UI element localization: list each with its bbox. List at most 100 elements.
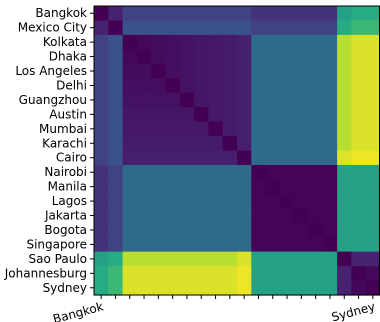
- heatmap-cell: [108, 280, 124, 296]
- heatmap-cell: [365, 251, 380, 267]
- heatmap-cell: [108, 150, 124, 166]
- heatmap-cell: [322, 251, 338, 267]
- heatmap-cell: [108, 107, 124, 123]
- heatmap-cell: [308, 92, 324, 108]
- heatmap-cell: [337, 121, 352, 137]
- heatmap-cell: [122, 107, 138, 123]
- heatmap-cell: [208, 92, 224, 108]
- heatmap-cell: [322, 237, 338, 253]
- heatmap-cell: [194, 92, 209, 108]
- heatmap-cell: [251, 280, 267, 296]
- heatmap-cell: [237, 208, 252, 224]
- heatmap-cell: [279, 63, 295, 79]
- heatmap-cell: [194, 179, 209, 195]
- heatmap-cell: [365, 136, 380, 152]
- heatmap-cell: [108, 6, 124, 22]
- heatmap-cell: [279, 121, 295, 137]
- heatmap-cell: [294, 20, 310, 36]
- heatmap-cell: [108, 179, 124, 195]
- heatmap-cell: [265, 237, 281, 253]
- heatmap-cell: [165, 78, 181, 94]
- heatmap-cell: [337, 136, 352, 152]
- heatmap-cell: [337, 208, 352, 224]
- heatmap-cell: [365, 150, 380, 166]
- heatmap-cell: [165, 34, 181, 50]
- heatmap-cell: [265, 136, 281, 152]
- heatmap-cell: [351, 164, 367, 180]
- heatmap-cell: [308, 136, 324, 152]
- heatmap-cell: [351, 136, 367, 152]
- heatmap-cell: [308, 193, 324, 209]
- heatmap-cell: [322, 20, 338, 36]
- heatmap-cell: [108, 63, 124, 79]
- heatmap-cell: [208, 208, 224, 224]
- heatmap-cell: [351, 266, 367, 282]
- heatmap-cell: [222, 107, 238, 123]
- heatmap-cell: [351, 6, 367, 22]
- y-tick-label: Bogota: [44, 223, 87, 237]
- y-tick-label: Sao Paulo: [29, 252, 87, 266]
- heatmap-cell: [179, 179, 195, 195]
- heatmap-cell: [365, 266, 380, 282]
- heatmap-cell: [94, 280, 109, 296]
- heatmap-cell: [122, 266, 138, 282]
- heatmap-cell: [108, 164, 124, 180]
- heatmap-cell: [179, 208, 195, 224]
- heatmap-cell: [208, 222, 224, 238]
- y-tick-label: Karachi: [42, 136, 87, 150]
- heatmap-cell: [136, 121, 152, 137]
- heatmap-cell: [251, 179, 267, 195]
- heatmap-cell: [151, 20, 167, 36]
- heatmap-cell: [222, 20, 238, 36]
- heatmap-cell: [151, 136, 167, 152]
- heatmap-cell: [108, 78, 124, 94]
- heatmap-cell: [237, 92, 252, 108]
- heatmap-cell: [179, 49, 195, 65]
- heatmap-cell: [151, 6, 167, 22]
- heatmap-cell: [165, 164, 181, 180]
- heatmap-cell: [365, 92, 380, 108]
- heatmap-cell: [251, 237, 267, 253]
- y-tick-label: Mexico City: [18, 21, 87, 35]
- heatmap-cell: [265, 150, 281, 166]
- heatmap-cell: [322, 280, 338, 296]
- heatmap-cell: [208, 179, 224, 195]
- heatmap-cell: [337, 20, 352, 36]
- heatmap-cell: [351, 63, 367, 79]
- heatmap-cell: [179, 280, 195, 296]
- heatmap-cell: [94, 150, 109, 166]
- heatmap-cell: [108, 208, 124, 224]
- heatmap-cell: [237, 20, 252, 36]
- heatmap-cell: [151, 78, 167, 94]
- heatmap-cell: [222, 49, 238, 65]
- heatmap-cell: [122, 222, 138, 238]
- heatmap-cell: [208, 193, 224, 209]
- heatmap-cell: [222, 63, 238, 79]
- heatmap-cell: [265, 20, 281, 36]
- heatmap-cell: [165, 150, 181, 166]
- heatmap-cell: [165, 179, 181, 195]
- heatmap-cell: [122, 121, 138, 137]
- heatmap-cell: [222, 237, 238, 253]
- heatmap-cell: [179, 63, 195, 79]
- heatmap-cell: [179, 237, 195, 253]
- heatmap-cell: [322, 34, 338, 50]
- heatmap-cell: [265, 164, 281, 180]
- heatmap-cell: [136, 222, 152, 238]
- heatmap-cell: [322, 179, 338, 195]
- heatmap-cell: [365, 20, 380, 36]
- heatmap-cell: [151, 193, 167, 209]
- heatmap-cell: [194, 121, 209, 137]
- heatmap-cell: [165, 280, 181, 296]
- heatmap-cell: [365, 49, 380, 65]
- y-tick-label: Jakarta: [44, 209, 87, 223]
- heatmap-cell: [237, 107, 252, 123]
- heatmap-cell: [151, 237, 167, 253]
- y-tick-label: Austin: [49, 107, 87, 121]
- heatmap-cell: [208, 237, 224, 253]
- heatmap-cell: [365, 193, 380, 209]
- heatmap-cell: [94, 6, 109, 22]
- heatmap-cell: [194, 237, 209, 253]
- heatmap-cell: [337, 78, 352, 94]
